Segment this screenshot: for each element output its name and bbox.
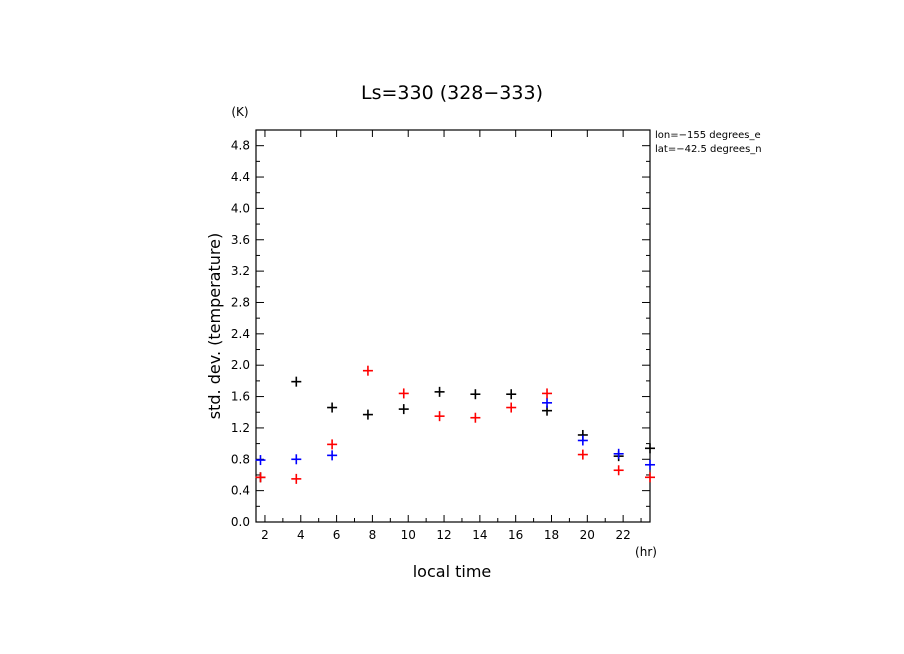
y-tick-label: 3.6 (231, 233, 250, 247)
x-tick-label: 14 (472, 528, 487, 542)
x-tick-label: 18 (544, 528, 559, 542)
data-point-series-2 (327, 439, 338, 450)
data-point-series-2 (542, 388, 553, 399)
data-point-series-0 (470, 389, 481, 400)
y-tick-label: 3.2 (231, 264, 250, 278)
y-axis-ticks: 0.0 0.4 0.8 1.2 1.6 2.0 2.4 2.8 3.2 3.6 4.0 4.4 4.8 (231, 139, 650, 529)
y-tick-label: 2.8 (231, 295, 250, 309)
y-unit-label: (K) (231, 105, 248, 119)
y-tick-label: 0.4 (231, 484, 250, 498)
y-axis-label: std. dev. (temperature) (205, 233, 224, 419)
x-axis-label: local time (413, 562, 492, 581)
x-tick-label: 12 (436, 528, 451, 542)
x-tick-label: 2 (261, 528, 269, 542)
data-point-series-2 (434, 411, 445, 422)
data-point-series-0 (398, 404, 409, 415)
data-point-series-1 (255, 455, 266, 466)
data-point-series-2 (291, 473, 302, 484)
y-tick-label: 1.2 (231, 421, 250, 435)
data-point-series-2 (362, 365, 373, 376)
data-point-series-0 (291, 376, 302, 387)
data-point-series-2 (645, 472, 655, 483)
data-point-series-0 (327, 402, 338, 413)
data-point-series-0 (506, 389, 517, 400)
x-unit-label: (hr) (635, 545, 657, 559)
data-point-series-1 (291, 454, 302, 465)
data-point-series-1 (542, 397, 553, 408)
data-markers (255, 365, 655, 484)
y-tick-label: 4.4 (231, 170, 250, 184)
data-point-series-2 (577, 449, 588, 460)
data-point-series-0 (434, 386, 445, 397)
data-point-series-2 (506, 402, 517, 413)
y-tick-label: 4.0 (231, 201, 250, 215)
y-tick-label: 2.0 (231, 358, 250, 372)
x-tick-label: 22 (615, 528, 630, 542)
annotation-lat: lat=−42.5 degrees_n (655, 144, 762, 155)
data-point-series-2 (613, 465, 624, 476)
y-tick-label: 0.8 (231, 452, 250, 466)
x-tick-label: 16 (508, 528, 523, 542)
y-tick-label: 1.6 (231, 390, 250, 404)
y-tick-label: 2.4 (231, 327, 250, 341)
data-point-series-1 (645, 459, 655, 470)
annotation-lon: lon=−155 degrees_e (655, 130, 761, 141)
x-tick-label: 20 (580, 528, 595, 542)
x-tick-label: 8 (369, 528, 377, 542)
chart-title: Ls=330 (328−333) (361, 82, 543, 104)
data-point-series-1 (613, 448, 624, 459)
data-point-series-2 (470, 412, 481, 423)
x-tick-label: 6 (333, 528, 341, 542)
data-point-series-0 (645, 443, 655, 454)
data-point-series-0 (362, 409, 373, 420)
plot-frame (255, 129, 651, 523)
data-point-series-2 (255, 472, 266, 483)
y-tick-label: 4.8 (231, 139, 250, 153)
y-tick-label: 0.0 (231, 515, 250, 529)
data-point-series-1 (577, 435, 588, 446)
data-point-series-2 (398, 388, 409, 399)
data-point-series-1 (327, 450, 338, 461)
x-axis-ticks: 2 4 6 8 10 12 14 16 18 20 22 (261, 130, 642, 542)
x-tick-label: 10 (401, 528, 416, 542)
x-tick-label: 4 (297, 528, 305, 542)
